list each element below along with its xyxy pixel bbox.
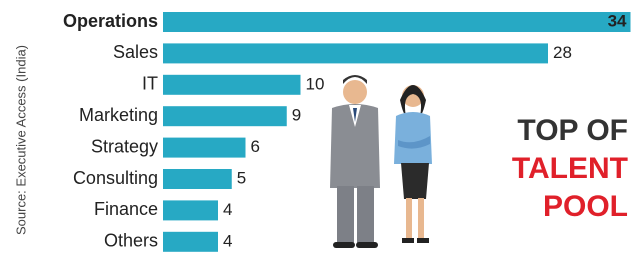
- bar: [163, 43, 548, 63]
- category-label: Strategy: [91, 136, 158, 156]
- people-illustration: [330, 75, 432, 248]
- category-label: Sales: [113, 42, 158, 62]
- bar: [163, 200, 218, 220]
- category-label: Consulting: [73, 168, 158, 188]
- page: {"chart_data": {"type": "bar", "orientat…: [0, 0, 631, 258]
- value-label: 9: [292, 106, 301, 125]
- headline: TALENT: [512, 152, 628, 185]
- bar: [163, 12, 631, 32]
- headline: TOP OF: [517, 114, 628, 147]
- value-label: 4: [223, 231, 232, 250]
- value-label: 5: [237, 168, 246, 187]
- source-note: Source: Executive Access (India): [13, 45, 28, 235]
- bar: [163, 138, 246, 158]
- category-label: Operations: [63, 11, 158, 31]
- value-label: 4: [223, 200, 232, 219]
- headline: POOL: [543, 190, 628, 223]
- category-label: Others: [104, 231, 158, 251]
- bar: [163, 106, 287, 126]
- bar: [163, 75, 301, 95]
- category-label: Marketing: [79, 105, 158, 125]
- chart: Source: Executive Access (India) TOP OF …: [0, 0, 631, 258]
- category-label: Finance: [94, 199, 158, 219]
- value-label: 10: [306, 74, 325, 93]
- value-label: 34: [608, 11, 627, 30]
- value-label: 28: [553, 43, 572, 62]
- category-label: IT: [142, 74, 158, 94]
- value-label: 6: [251, 137, 260, 156]
- bar: [163, 169, 232, 189]
- bar: [163, 232, 218, 252]
